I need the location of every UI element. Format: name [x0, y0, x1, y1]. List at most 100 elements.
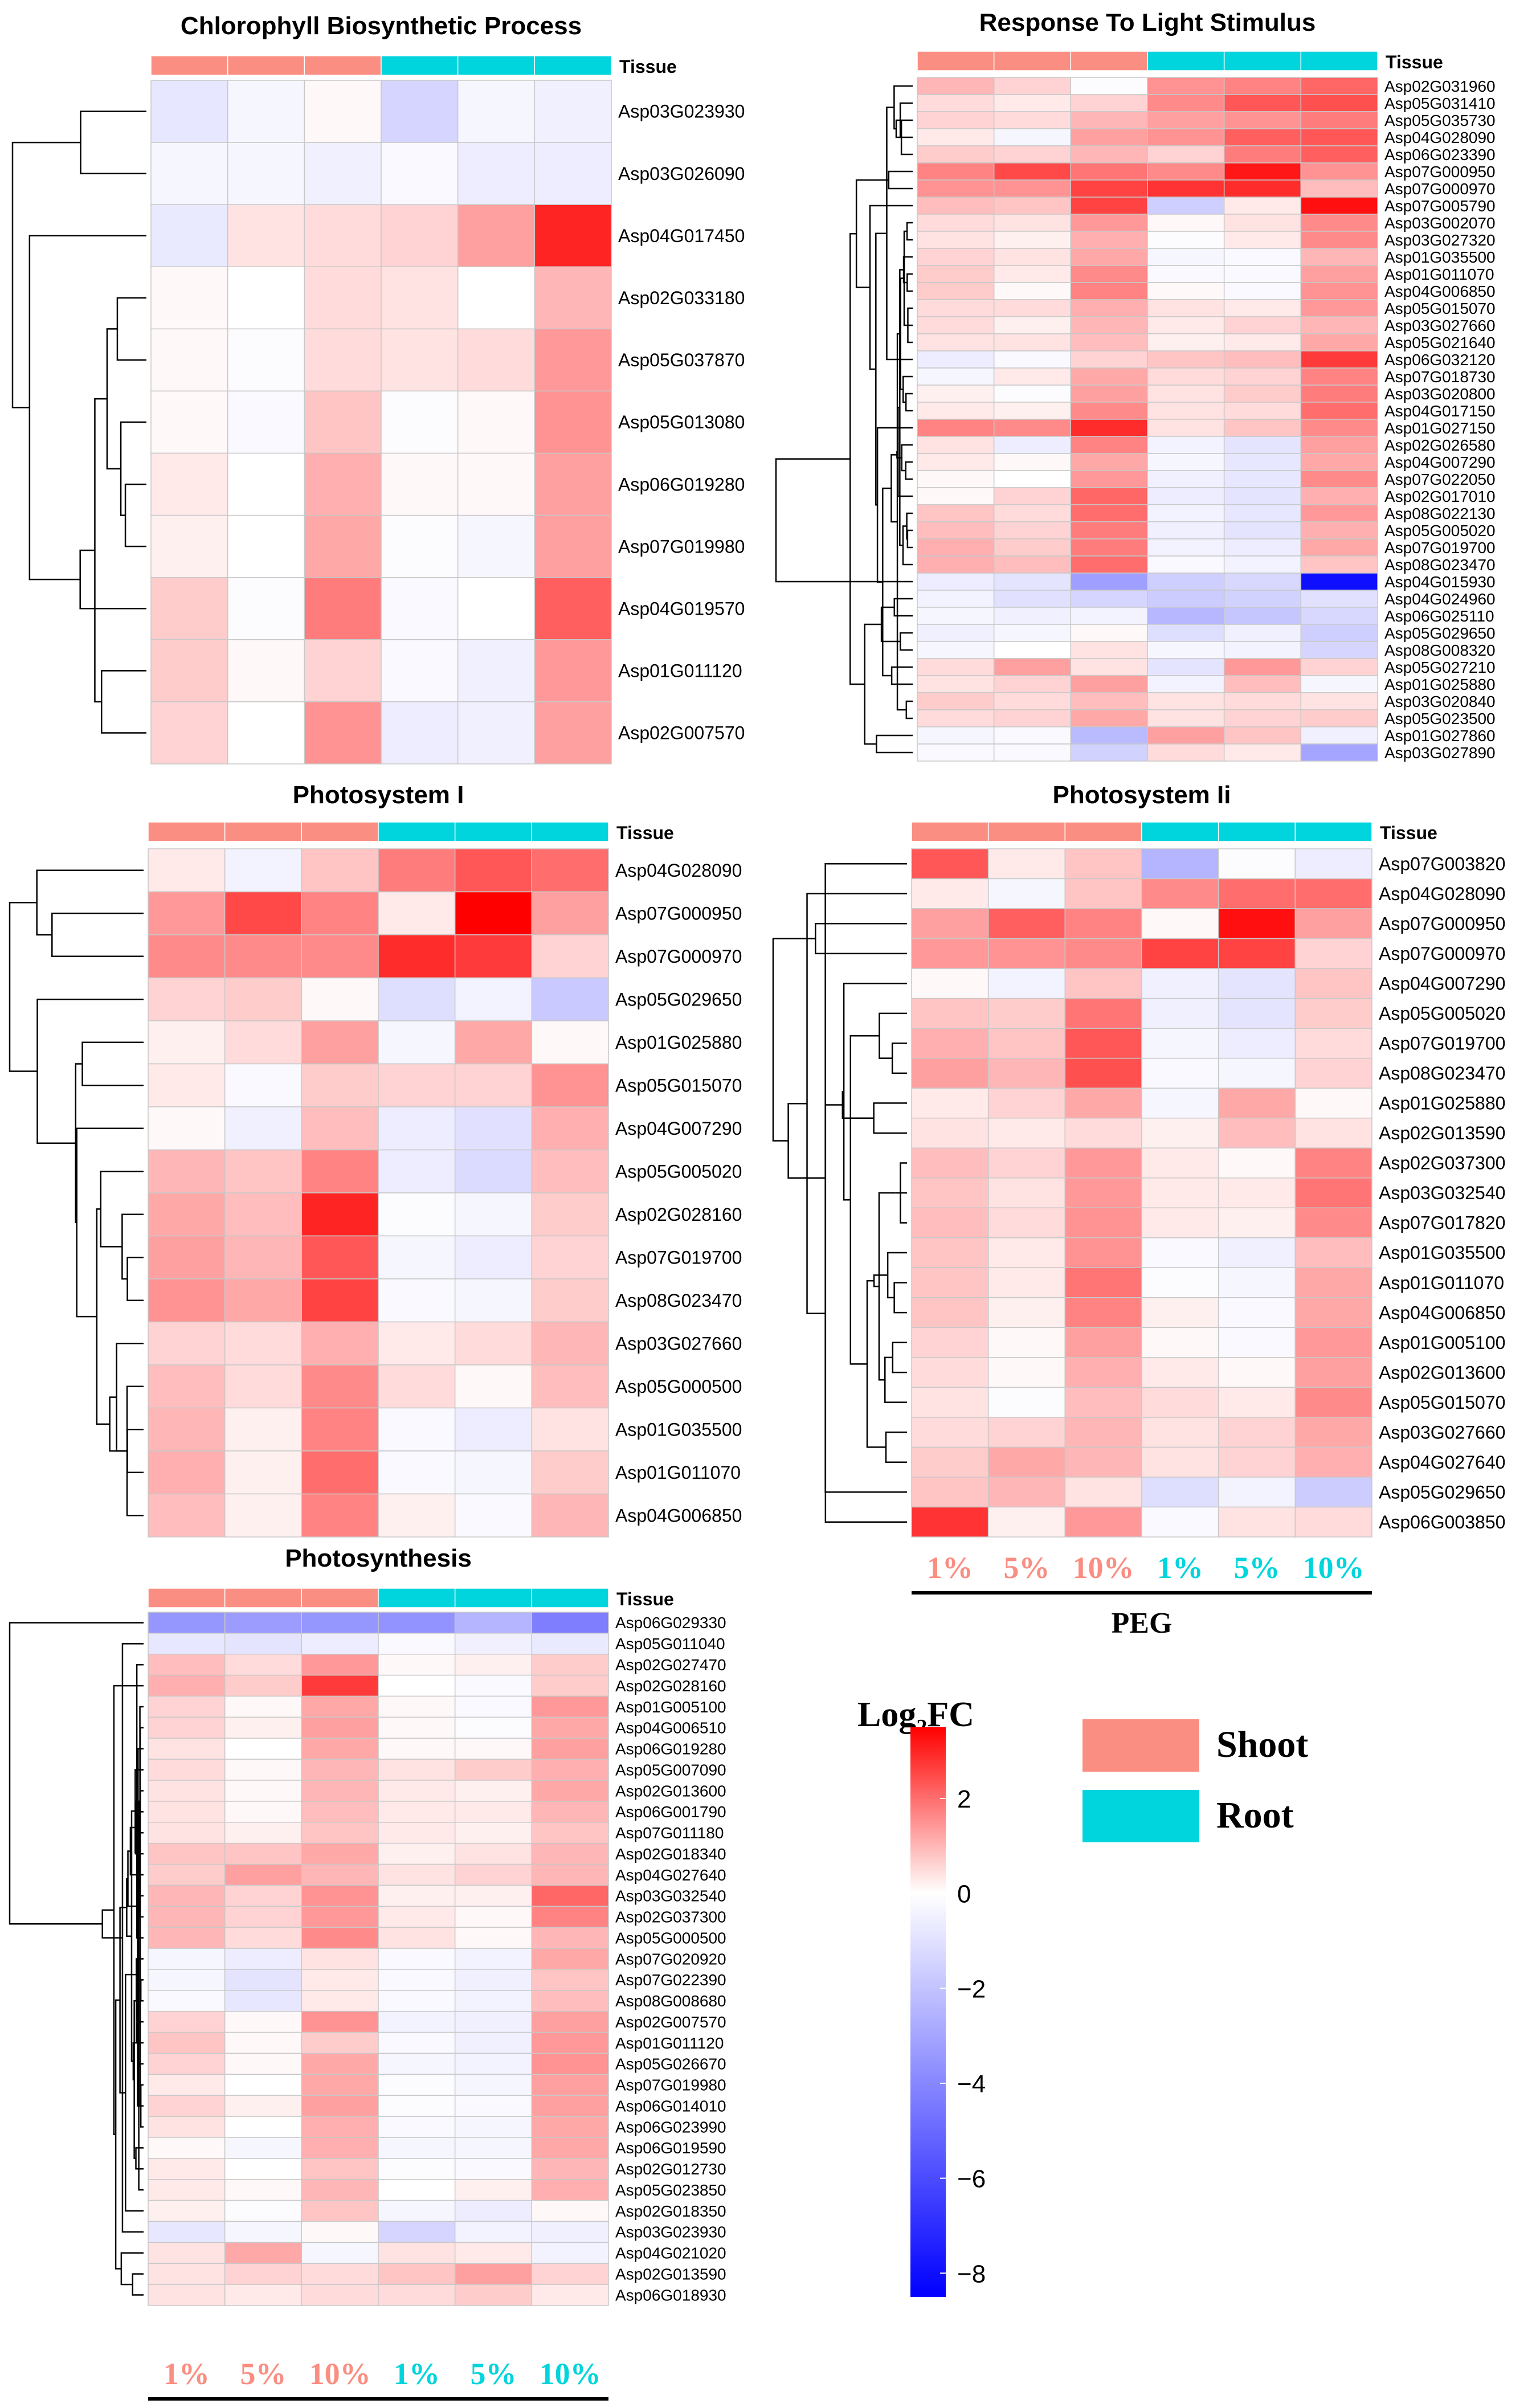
heatmap-cell	[148, 1407, 226, 1452]
row-label: Asp01G027150	[1384, 419, 1496, 437]
heatmap-cell	[1064, 1477, 1142, 1508]
heatmap-cell	[531, 2200, 609, 2222]
heatmap-cell	[911, 1387, 989, 1418]
heatmap-cell	[301, 1695, 379, 1718]
heatmap-cell	[1218, 997, 1296, 1029]
heatmap-cell	[1294, 1028, 1372, 1059]
heatmap-cell	[378, 1780, 456, 1802]
heatmap-cell	[148, 2221, 226, 2243]
heatmap-cell	[531, 2158, 609, 2180]
dendrogram-branch	[130, 1810, 136, 2062]
heatmap-cell	[148, 1020, 226, 1065]
heatmap-cell	[378, 977, 456, 1021]
heatmap-cell	[301, 891, 379, 935]
heatmap-cell	[987, 848, 1066, 880]
dendrogram-branch	[902, 256, 913, 284]
condition-label: 1%	[394, 2357, 440, 2391]
heatmap-cell	[1147, 419, 1225, 437]
heatmap-cell	[1300, 692, 1378, 710]
tissue-bar-cell	[224, 1588, 303, 1608]
dendrogram-branch	[905, 393, 913, 412]
heatmap-cell	[454, 1801, 533, 1823]
heatmap-cell	[1218, 1147, 1296, 1179]
heatmap-cell	[150, 390, 228, 454]
heatmap-cell	[993, 453, 1072, 471]
heatmap-cell	[1300, 162, 1378, 181]
row-label: Asp01G035500	[1384, 248, 1496, 266]
heatmap-cell	[148, 1612, 226, 1634]
heatmap-cell	[378, 2053, 456, 2075]
row-label: Asp05G005020	[615, 1161, 742, 1181]
heatmap-cell	[1147, 521, 1225, 539]
heatmap-cell	[1141, 1057, 1219, 1089]
heatmap-cell	[378, 1695, 456, 1718]
heatmap-cell	[301, 1407, 379, 1452]
heatmap-cell	[1294, 1357, 1372, 1388]
heatmap-cell	[1070, 555, 1148, 574]
heatmap-cell	[1294, 1417, 1372, 1448]
heatmap-cell	[1141, 1088, 1219, 1119]
dendrogram-branch	[126, 1878, 132, 1937]
dendrogram-branch	[772, 938, 816, 1142]
dendrogram-branch	[884, 1356, 907, 1403]
heatmap-cell	[531, 1884, 609, 1907]
heatmap-cell	[1218, 1177, 1296, 1209]
row-label: Asp08G008320	[1384, 641, 1496, 659]
row-label: Asp07G000950	[615, 903, 742, 923]
heatmap-cell	[987, 968, 1066, 999]
heatmap-cell	[1223, 555, 1302, 574]
dendrogram-branch	[901, 444, 913, 472]
heatmap-title: Photosynthesis	[285, 1544, 472, 1572]
heatmap-cell	[1223, 692, 1302, 710]
heatmap-cell	[301, 2178, 379, 2201]
heatmap-cell	[457, 80, 536, 143]
heatmap-cell	[1141, 1237, 1219, 1269]
colour-key: Log2FC 2 0 −2 −4 −6 −8 Shoot Root	[857, 1695, 1308, 2297]
row-label: Asp02G037300	[615, 1908, 726, 1926]
heatmap-cell	[301, 1842, 379, 1865]
heatmap-cell	[987, 908, 1066, 939]
heatmap-cell	[1218, 1117, 1296, 1148]
heatmap-cell	[378, 1969, 456, 1991]
heatmap-cell	[1070, 726, 1148, 745]
heatmap-cell	[148, 2053, 226, 2075]
heatmap-cell	[917, 453, 995, 471]
heatmap-cell	[993, 573, 1072, 591]
tissue-bar-cell	[454, 821, 533, 842]
row-label: Asp06G019590	[615, 2139, 726, 2157]
heatmap-cell	[224, 1695, 303, 1718]
heatmap-cell	[304, 142, 382, 205]
heatmap-cell	[301, 1780, 379, 1802]
dendrogram-branch	[905, 461, 913, 480]
heatmap-cell	[1070, 675, 1148, 693]
heatmap-cell	[1070, 248, 1148, 266]
row-label: Asp05G029650	[1379, 1482, 1505, 1502]
heatmap-cell	[1223, 333, 1302, 351]
heatmap-cell	[1223, 675, 1302, 693]
heatmap-cell	[148, 1990, 226, 2012]
heatmap-cell	[1070, 590, 1148, 608]
heatmap-cell	[531, 1450, 609, 1495]
row-label: Asp03G027320	[1384, 231, 1496, 249]
heatmap-cell	[1064, 1446, 1142, 1478]
row-label: Asp07G017820	[1379, 1213, 1505, 1233]
heatmap-cell	[454, 1842, 533, 1865]
heatmap-cell	[531, 1321, 609, 1366]
heatmap-cell	[381, 266, 459, 330]
heatmap-cell	[531, 1801, 609, 1823]
row-label: Asp02G017010	[1384, 488, 1496, 505]
heatmap-cell	[1064, 1506, 1142, 1538]
heatmap-cell	[917, 436, 995, 454]
heatmap-cell	[917, 555, 995, 574]
row-label: Asp07G005790	[1384, 197, 1496, 215]
heatmap-cell	[1064, 1387, 1142, 1418]
heatmap-cell	[1218, 1088, 1296, 1119]
row-label: Asp06G003850	[1379, 1512, 1505, 1532]
heatmap-cell	[224, 1149, 303, 1193]
heatmap-cell	[1294, 1088, 1372, 1119]
heatmap-cell	[301, 1063, 379, 1107]
heatmap-cell	[1147, 675, 1225, 693]
heatmap-cell	[1147, 162, 1225, 181]
row-label: Asp07G019980	[618, 536, 745, 557]
